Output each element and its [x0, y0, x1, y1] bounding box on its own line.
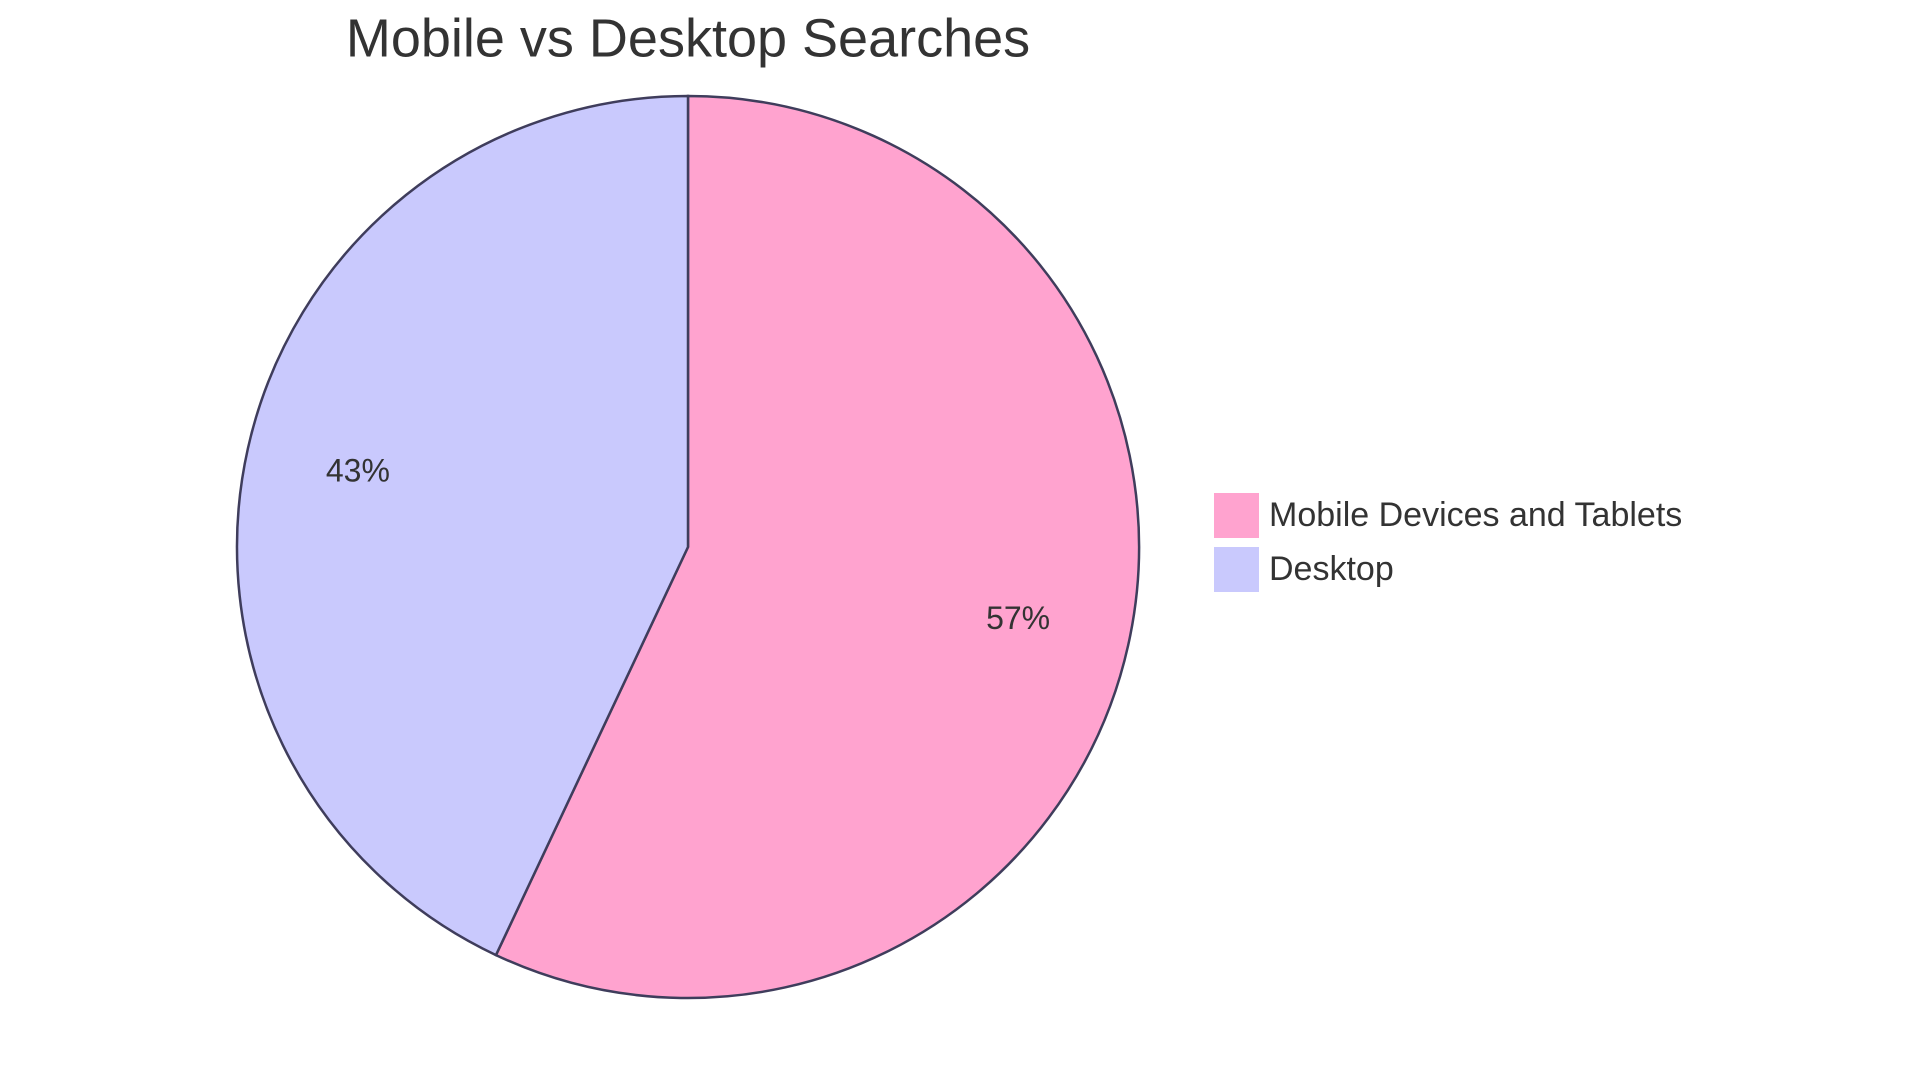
legend-label: Desktop — [1269, 550, 1394, 588]
legend-swatch — [1214, 493, 1259, 538]
pie-slice — [235, 94, 690, 957]
legend-swatch — [1214, 547, 1259, 592]
slice-label: 57% — [986, 600, 1050, 636]
slice-label: 43% — [326, 453, 390, 489]
chart-title: Mobile vs Desktop Searches — [346, 8, 1030, 68]
legend-label: Mobile Devices and Tablets — [1269, 496, 1682, 534]
pie-slice — [494, 94, 1141, 1000]
